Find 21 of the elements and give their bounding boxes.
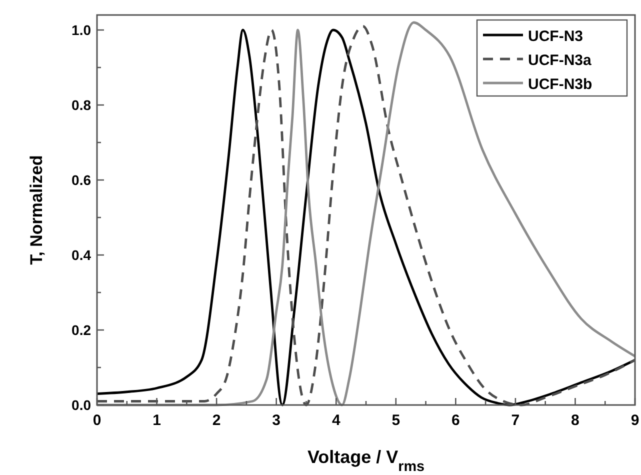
- x-tick-label: 7: [511, 412, 520, 429]
- x-tick-label: 1: [152, 412, 161, 429]
- legend-label: UCF-N3a: [528, 52, 592, 69]
- y-tick-label: 0.4: [72, 247, 92, 263]
- x-tick-label: 8: [571, 412, 580, 429]
- x-tick-label: 0: [92, 412, 102, 429]
- x-tick-label: 3: [272, 412, 281, 429]
- y-tick-label: 1.0: [72, 22, 92, 38]
- y-tick-label: 0.6: [72, 172, 92, 188]
- x-tick-label: 5: [392, 412, 400, 429]
- legend-label: UCF-N3b: [528, 76, 592, 93]
- x-tick-label: 2: [212, 412, 221, 429]
- x-tick-label: 4: [332, 412, 341, 429]
- y-tick-label: 0.0: [72, 397, 92, 413]
- x-tick-label: 9: [630, 412, 640, 429]
- y-tick-label: 0.2: [72, 322, 92, 338]
- x-axis-title: Voltage / V$_{rms}$: [307, 447, 425, 475]
- legend-label: UCF-N3: [528, 28, 583, 45]
- x-tick-label: 6: [451, 412, 460, 429]
- y-tick-label: 0.8: [72, 97, 92, 113]
- y-axis-title: T, Normalized: [27, 155, 46, 265]
